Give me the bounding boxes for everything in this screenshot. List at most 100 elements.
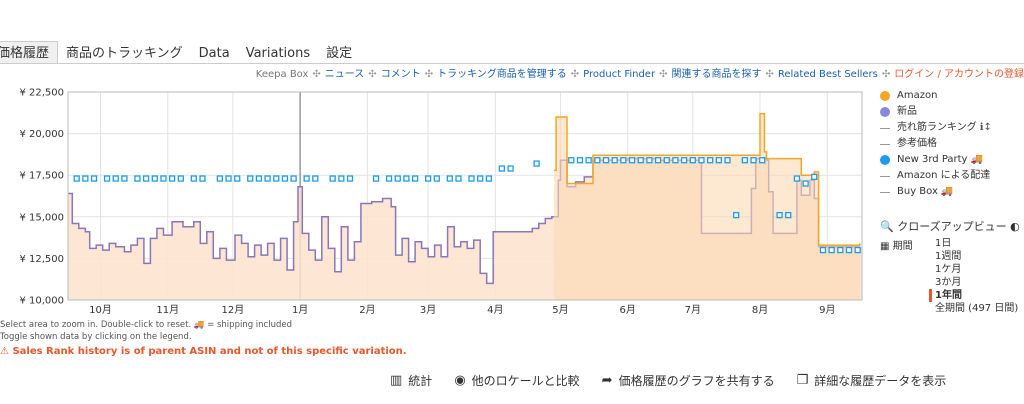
link-separator-icon: ✣ <box>424 69 434 80</box>
shipping-note: = shipping included <box>207 320 293 330</box>
tab-4[interactable]: 設定 <box>326 46 353 61</box>
action-bar: ▥ 統計 ◉ 他のロケールと比較 ➦ 価格履歴のグラフを共有する ❐ 詳細な履歴データを表示 <box>390 372 946 389</box>
period-option-0[interactable]: 1日 <box>935 238 952 249</box>
marker-point <box>199 175 206 182</box>
legend-dash-icon <box>880 191 890 193</box>
top-link-4[interactable]: Product Finder <box>583 69 656 80</box>
share-icon: ➦ <box>601 373 613 388</box>
period-option-3[interactable]: 3か月 <box>935 277 962 288</box>
tab-0[interactable]: 価格履歴 <box>0 41 59 64</box>
marker-point <box>168 175 176 182</box>
x-tick-label: 5月 <box>552 304 568 316</box>
legend-note: Toggle shown data by clicking on the leg… <box>0 332 192 342</box>
marker-point <box>845 246 853 254</box>
link-separator-icon: ✣ <box>312 69 321 80</box>
info-sort-icon: ℹ↕ <box>979 122 992 133</box>
y-axis: ¥ 10,000 ¥ 12,500 ¥ 15,000 ¥ 17,500 ¥ 20,000… <box>19 88 64 307</box>
top-link-0[interactable]: Keepa Box <box>255 69 309 80</box>
tab-divider <box>0 63 1024 64</box>
y-tick-label: ¥ 15,000 <box>19 212 64 223</box>
marker-point <box>411 175 419 182</box>
legend-item-0[interactable]: Amazon <box>880 88 992 104</box>
action-1[interactable]: ◉ 他のロケールと比較 <box>454 372 579 389</box>
legend: Amazon 新品 売れ筋ランキング ℹ↕ 参考価格 New 3rd Party 🚚 Amaz… <box>880 88 992 200</box>
x-tick-label: 11月 <box>156 304 179 316</box>
legend-item-3[interactable]: 参考価格 <box>880 136 992 152</box>
legend-item-2[interactable]: 売れ筋ランキング ℹ↕ <box>880 120 992 136</box>
x-tick-label: 8月 <box>752 304 768 316</box>
legend-label: New 3rd Party <box>897 154 968 165</box>
marker-point <box>234 175 241 182</box>
marker-point <box>290 175 297 182</box>
marker-point <box>281 175 289 182</box>
price-history-chart[interactable]: ¥ 10,000 ¥ 12,500 ¥ 15,000 ¥ 17,500 ¥ 20,000… <box>0 82 870 317</box>
top-link-3[interactable]: トラッキング商品を管理する <box>437 69 567 80</box>
marker-point <box>177 175 184 182</box>
tab-2[interactable]: Data <box>198 46 230 61</box>
action-0[interactable]: ▥ 統計 <box>390 372 432 389</box>
marker-point <box>854 246 861 254</box>
marker-point <box>329 175 336 182</box>
marker-point <box>477 175 484 182</box>
marker-point <box>715 157 722 164</box>
x-tick-label: 3月 <box>420 304 436 316</box>
legend-item-1[interactable]: 新品 <box>880 104 992 120</box>
x-tick-label: 10月 <box>89 304 112 316</box>
top-link-7[interactable]: ログイン / アカウントの登録 <box>894 69 1024 80</box>
link-separator-icon: ✣ <box>765 69 774 80</box>
marker-point <box>216 175 224 182</box>
marker-point <box>255 175 263 182</box>
marker-point <box>637 157 644 164</box>
top-link-2[interactable]: コメント <box>380 69 421 80</box>
marker-point <box>424 175 432 182</box>
x-tick-label: 7月 <box>685 304 701 316</box>
marker-point <box>594 157 601 164</box>
period-option-5[interactable]: 全期間 (497 日間) <box>935 303 1019 314</box>
top-link-6[interactable]: Related Best Sellers <box>777 69 878 80</box>
action-2[interactable]: ➦ 価格履歴のグラフを共有する <box>602 372 775 389</box>
period-option-1[interactable]: 1週間 <box>935 251 962 262</box>
period-option-2[interactable]: 1ケ月 <box>935 264 962 275</box>
link-separator-icon: ✣ <box>368 69 377 80</box>
tab-bar: 価格履歴 商品のトラッキング Data Variations 設定 <box>0 41 360 64</box>
marker-point <box>568 157 575 164</box>
marker-point <box>346 175 354 182</box>
period-option-4[interactable]: 1年間 <box>929 289 1018 302</box>
x-tick-label: 6月 <box>620 304 636 316</box>
top-link-5[interactable]: 関連する商品を探す <box>671 69 762 80</box>
marker-point <box>190 175 197 182</box>
legend-label: 参考価格 <box>897 138 937 149</box>
marker-point <box>680 157 688 164</box>
legend-dash-icon <box>880 175 890 177</box>
marker-point <box>247 175 254 182</box>
y-tick-label: ¥ 12,500 <box>19 254 64 265</box>
marker-point <box>485 175 493 182</box>
tab-1[interactable]: 商品のトラッキング <box>66 46 183 61</box>
tab-3[interactable]: Variations <box>245 46 311 61</box>
y-tick-label: ¥ 17,500 <box>19 171 64 182</box>
marker-point <box>433 175 440 182</box>
legend-item-6[interactable]: Buy Box 🚚 <box>880 184 992 200</box>
legend-item-5[interactable]: Amazon による配達 <box>880 168 992 184</box>
legend-label: Amazon <box>897 90 938 101</box>
marker-point <box>507 165 514 172</box>
x-tick-label: 1月 <box>292 304 308 316</box>
legend-dot-icon <box>880 155 890 165</box>
truck-icon: 🚚 <box>940 186 954 197</box>
marker-point <box>793 175 801 182</box>
zoom-note: Select area to zoom in. Double-click to … <box>0 320 192 330</box>
marker-point <box>576 157 584 164</box>
marker-point <box>372 175 380 182</box>
legend-item-4[interactable]: New 3rd Party 🚚 <box>880 152 992 168</box>
closeup-toggle[interactable]: 🔍 クローズアップビュー ◐ <box>880 218 1020 234</box>
marker-point <box>103 175 111 182</box>
marker-point <box>724 157 731 164</box>
action-3[interactable]: ❐ 詳細な履歴データを表示 <box>797 372 947 389</box>
truck-icon: 🚚 <box>193 320 205 330</box>
marker-point <box>90 175 98 182</box>
top-link-1[interactable]: ニュース <box>324 69 365 80</box>
period-label: 期間 <box>892 241 913 252</box>
marker-point <box>733 211 740 219</box>
marker-point <box>264 175 271 182</box>
marker-point <box>273 175 280 182</box>
